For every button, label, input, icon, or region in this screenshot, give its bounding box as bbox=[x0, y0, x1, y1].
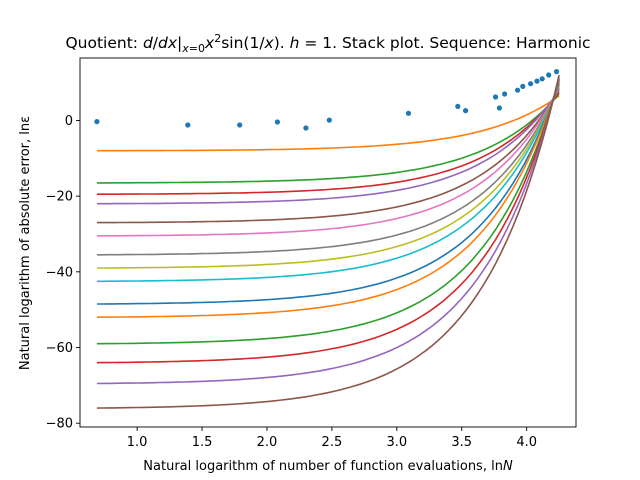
x-tick-label: 4.0 bbox=[516, 435, 537, 450]
scatter-point bbox=[520, 83, 526, 89]
y-tick-label: −20 bbox=[46, 190, 73, 205]
series-line bbox=[96, 86, 560, 256]
x-tick-label: 3.0 bbox=[386, 435, 407, 450]
x-axis-ticks: 1.0 1.5 2.0 2.5 3.0 3.5 4.0 bbox=[127, 427, 537, 450]
scatter-point bbox=[274, 119, 280, 125]
x-tick-label: 3.5 bbox=[451, 435, 472, 450]
scatter-point bbox=[515, 87, 521, 93]
series-line bbox=[96, 88, 560, 224]
scatter-point bbox=[185, 122, 191, 128]
plot-lines bbox=[96, 74, 560, 409]
series-line bbox=[96, 89, 560, 205]
series-line bbox=[96, 82, 560, 305]
scatter-point bbox=[534, 78, 540, 84]
series-line bbox=[96, 78, 560, 364]
scatter-point bbox=[94, 119, 100, 125]
scatter-point bbox=[553, 69, 560, 75]
scatter-point bbox=[463, 108, 469, 114]
x-tick-label: 1.0 bbox=[127, 435, 148, 450]
scatter-point bbox=[455, 103, 461, 109]
scatter-point bbox=[405, 110, 412, 116]
plot-points bbox=[94, 69, 560, 131]
chart-title: Quotient: d/dx|x=0x2sin(1/x). h = 1. Sta… bbox=[65, 32, 590, 55]
series-line bbox=[96, 77, 560, 385]
scatter-point bbox=[492, 94, 499, 100]
series-line bbox=[96, 87, 560, 237]
series-line bbox=[96, 91, 560, 195]
scatter-point bbox=[546, 72, 552, 78]
plot-frame bbox=[79, 57, 577, 428]
x-tick-label: 2.0 bbox=[257, 435, 278, 450]
scatter-point bbox=[326, 117, 332, 123]
series-line bbox=[96, 93, 560, 184]
series-line bbox=[96, 80, 560, 345]
y-tick-label: 0 bbox=[65, 114, 73, 129]
scatter-point bbox=[502, 91, 508, 97]
scatter-point bbox=[496, 105, 502, 111]
series-line bbox=[96, 74, 560, 409]
y-tick-label: −80 bbox=[46, 417, 73, 432]
scatter-point bbox=[528, 81, 534, 87]
scatter-point bbox=[539, 76, 545, 82]
x-axis-label: Natural logarithm of number of function … bbox=[143, 459, 513, 474]
scatter-point bbox=[237, 122, 243, 128]
y-axis-label: Natural logarithm of absolute error, lnε bbox=[18, 116, 33, 370]
y-tick-label: −40 bbox=[46, 265, 73, 280]
x-tick-label: 2.5 bbox=[322, 435, 343, 450]
scatter-point bbox=[303, 125, 309, 131]
y-axis-ticks: −80 −60 −40 −20 0 bbox=[46, 114, 80, 432]
series-line bbox=[96, 83, 560, 283]
x-tick-label: 1.5 bbox=[192, 435, 213, 450]
series-line bbox=[96, 84, 560, 269]
series-line bbox=[96, 81, 560, 318]
y-tick-label: −60 bbox=[46, 341, 73, 356]
series-line bbox=[96, 95, 560, 152]
